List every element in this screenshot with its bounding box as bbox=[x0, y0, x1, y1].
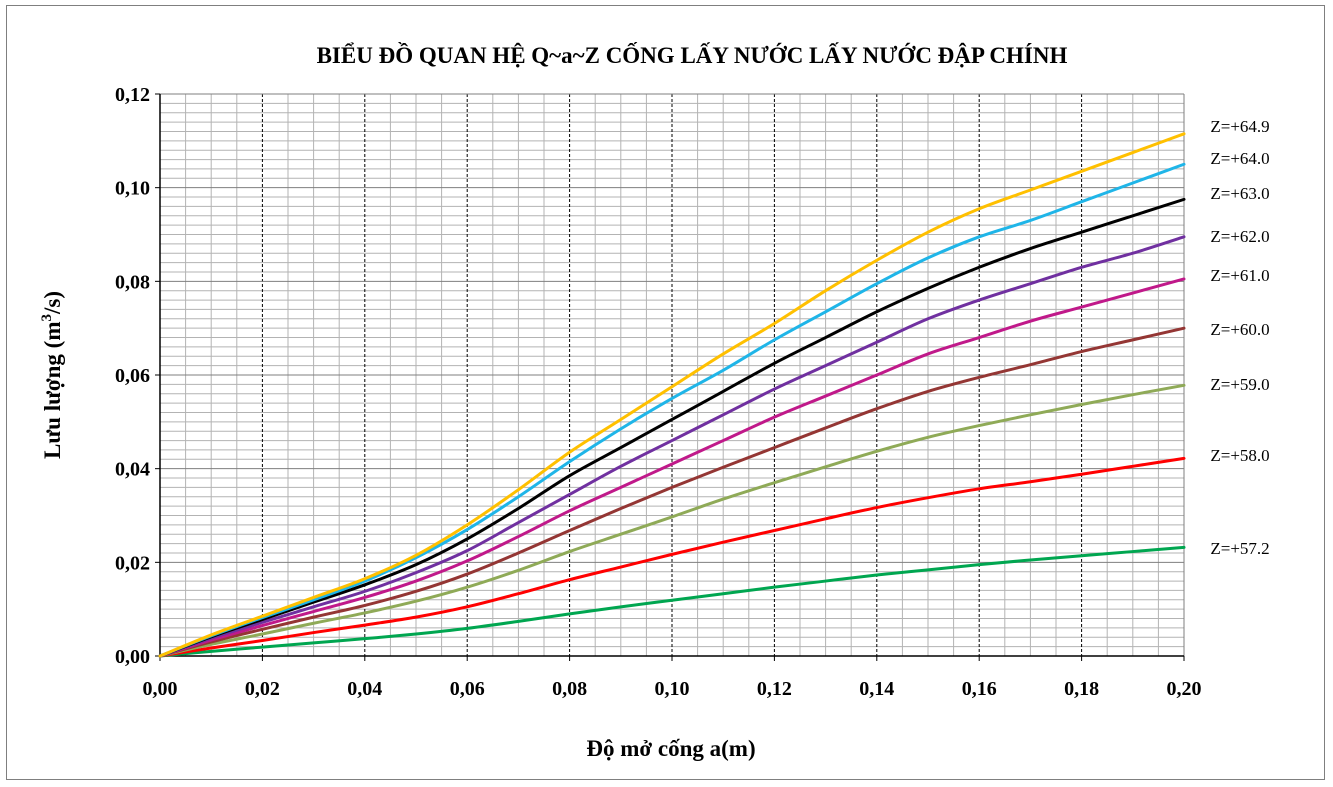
series-line bbox=[158, 197, 1186, 658]
series-label: Z=+61.0 bbox=[1210, 266, 1269, 285]
series-line bbox=[158, 235, 1186, 658]
series-line bbox=[158, 277, 1186, 658]
series-lines bbox=[158, 132, 1186, 658]
y-axis-label-sup: 3 bbox=[39, 314, 55, 322]
x-tick-label: 0,04 bbox=[347, 678, 382, 700]
y-axis-label: Lưu lượng (m3/s) bbox=[39, 291, 65, 459]
y-tick-label: 0,08 bbox=[115, 271, 150, 293]
y-tick-label: 0,02 bbox=[115, 552, 150, 574]
series-label: Z=+63.0 bbox=[1210, 184, 1269, 203]
y-tick-label: 0,12 bbox=[115, 84, 150, 106]
x-axis-label: Độ mở cống a(m) bbox=[586, 736, 755, 761]
x-tick-label: 0,18 bbox=[1064, 678, 1099, 700]
series-line bbox=[158, 326, 1186, 658]
y-axis-label-main: Lưu lượng (m bbox=[40, 322, 65, 459]
x-tick-label: 0,16 bbox=[962, 678, 997, 700]
series-label: Z=+59.0 bbox=[1210, 375, 1269, 394]
x-tick-label: 0,20 bbox=[1167, 678, 1202, 700]
chart-title: BIỂU ĐỒ QUAN HỆ Q~a~Z CỐNG LẤY NƯỚC LẤY … bbox=[317, 42, 1068, 68]
series-line bbox=[158, 545, 1186, 658]
y-tick-label: 0,00 bbox=[115, 646, 150, 668]
y-tick-label: 0,10 bbox=[115, 178, 150, 200]
series-line bbox=[158, 456, 1186, 658]
y-axis-label-tail: /s) bbox=[40, 291, 65, 315]
y-tick-label: 0,04 bbox=[115, 459, 150, 481]
x-tick-label: 0,08 bbox=[552, 678, 587, 700]
series-label: Z=+58.0 bbox=[1210, 446, 1269, 465]
x-tick-label: 0,00 bbox=[143, 678, 178, 700]
y-tick-label: 0,06 bbox=[115, 365, 150, 387]
series-line bbox=[158, 132, 1186, 658]
series-label: Z=+62.0 bbox=[1210, 227, 1269, 246]
series-line bbox=[158, 162, 1186, 658]
x-tick-label: 0,06 bbox=[450, 678, 485, 700]
x-tick-labels: 0,00 0,02 0,04 0,06 0,08 0,10 0,12 0,14 0,16 0,18… bbox=[143, 656, 1202, 700]
x-tick-label: 0,14 bbox=[859, 678, 894, 700]
x-tick-label: 0,12 bbox=[757, 678, 792, 700]
series-line bbox=[158, 383, 1186, 658]
series-label: Z=+57.2 bbox=[1210, 539, 1269, 558]
x-tick-label: 0,02 bbox=[245, 678, 280, 700]
series-labels: Z=+64.9 Z=+64.0 Z=+63.0 Z=+62.0 Z=+61.0 Z=+60… bbox=[1210, 117, 1269, 558]
y-tick-labels: 0,00 0,02 0,04 0,06 0,08 0,10 0,12 bbox=[115, 84, 160, 668]
series-label: Z=+64.9 bbox=[1210, 117, 1269, 136]
series-label: Z=+60.0 bbox=[1210, 320, 1269, 339]
series-label: Z=+64.0 bbox=[1210, 149, 1269, 168]
x-tick-label: 0,10 bbox=[655, 678, 690, 700]
